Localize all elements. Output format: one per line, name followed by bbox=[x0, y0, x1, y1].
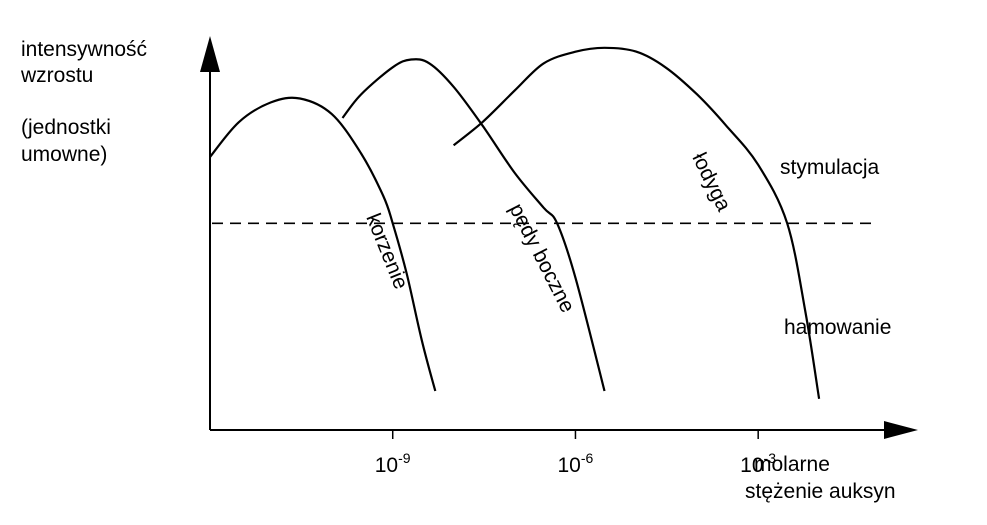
x-axis-label-line-1: molarne bbox=[754, 453, 830, 476]
y-axis-arrow-icon bbox=[200, 36, 220, 72]
stimulation-region-label: stymulacja bbox=[780, 156, 880, 179]
x-tick-label-2: 10-3 bbox=[740, 450, 776, 477]
series-line-pedy-boczne bbox=[341, 58, 606, 392]
x-tick-label-0: 10-9 bbox=[375, 450, 411, 477]
series-line-lodyga bbox=[452, 46, 821, 399]
series-label-lodyga: łodyga bbox=[688, 149, 736, 215]
inhibition-region-label: hamowanie bbox=[784, 316, 891, 339]
y-axis-label-line-3: (jednostki bbox=[21, 116, 111, 139]
x-axis-label-line-2: stężenie auksyn bbox=[745, 480, 896, 503]
y-axis-label-line-2: wzrostu bbox=[20, 64, 93, 87]
y-axis-label-line-1: intensywność bbox=[21, 38, 147, 61]
series-line-korzenie bbox=[209, 96, 437, 392]
x-tick-label-1: 10-6 bbox=[557, 450, 593, 477]
series-label-korzenie: korzenie bbox=[361, 210, 412, 292]
y-axis-label-line-4: umowne) bbox=[21, 143, 107, 166]
x-axis-arrow-icon bbox=[884, 421, 918, 439]
series-label-pedy-boczne: pędy boczne bbox=[505, 200, 580, 317]
